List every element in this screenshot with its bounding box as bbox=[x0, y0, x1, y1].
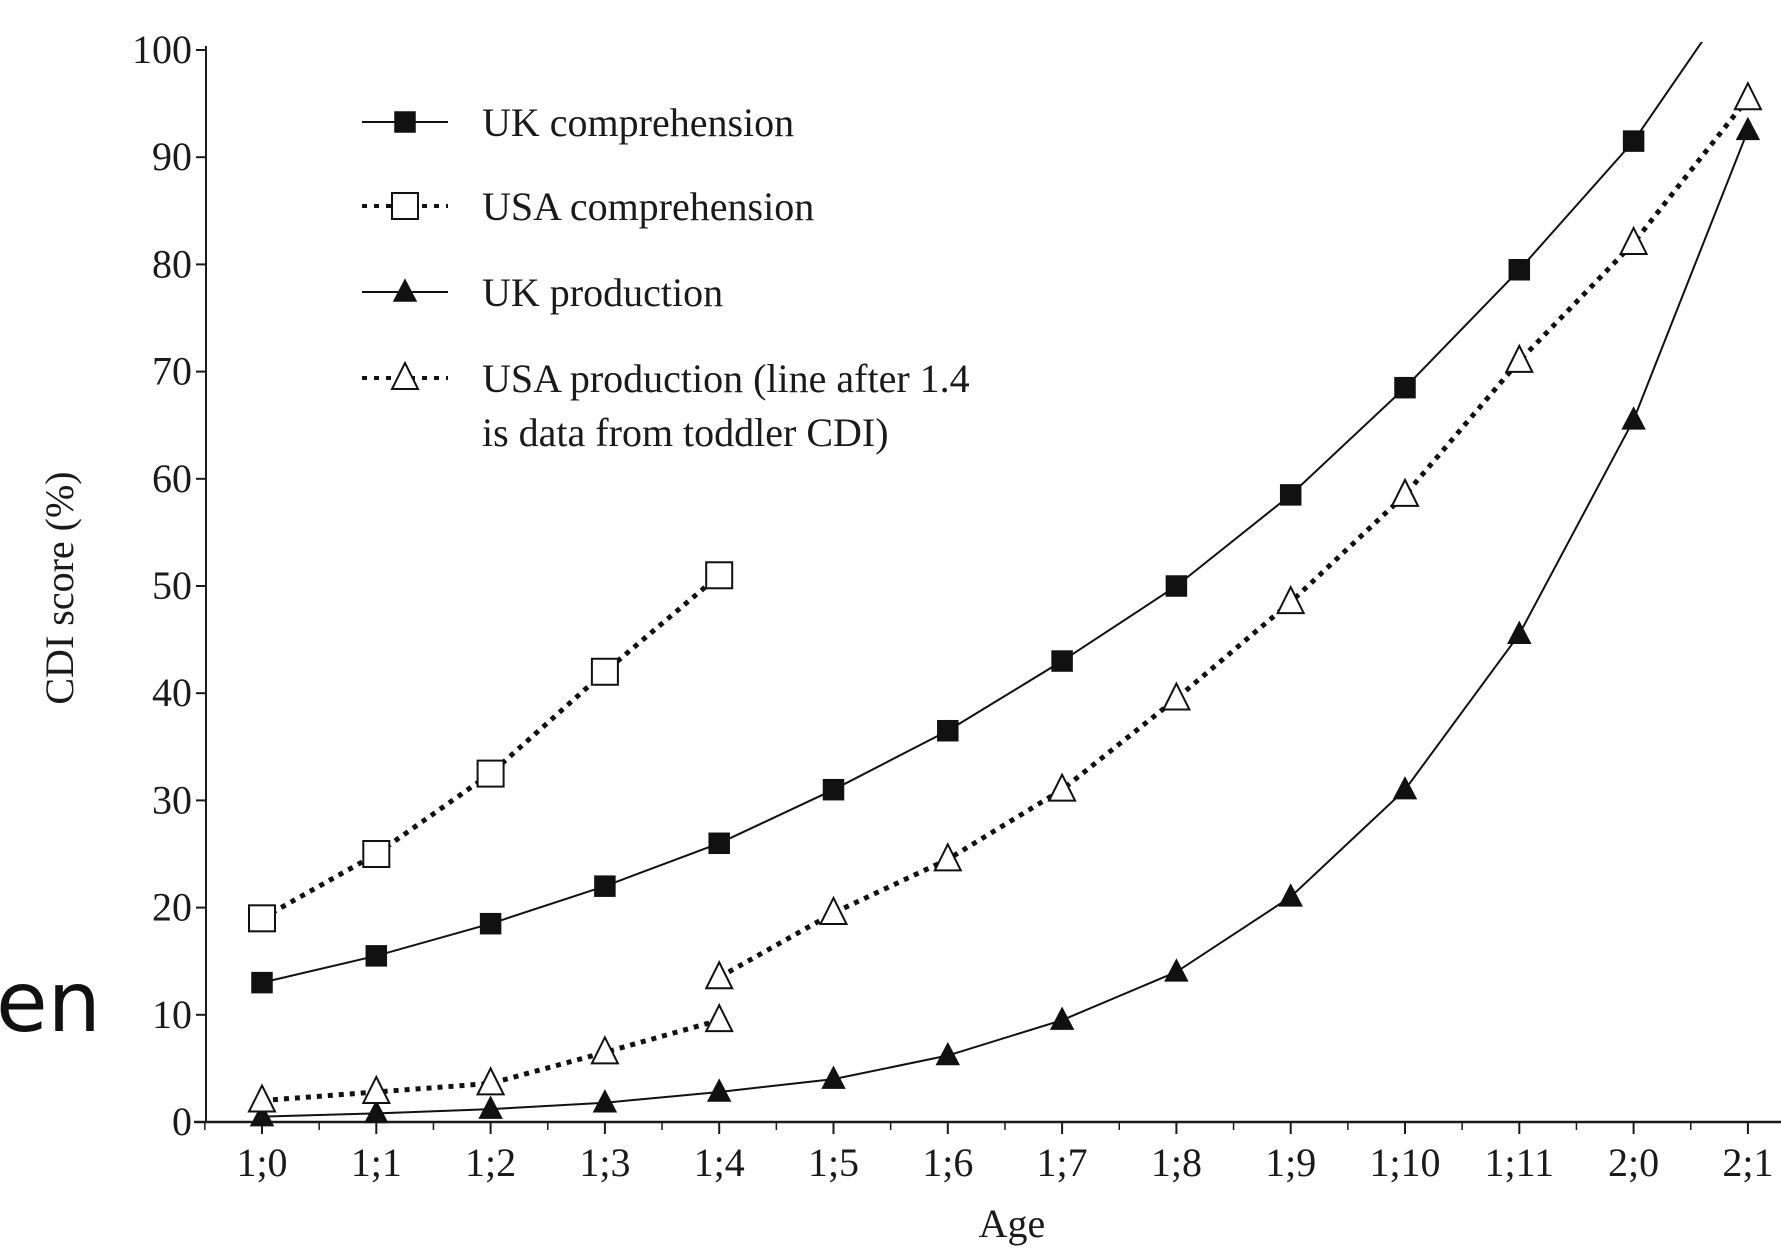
marker-filled-triangle bbox=[706, 1078, 732, 1102]
y-tick-label: 60 bbox=[152, 456, 192, 501]
marker-filled-square bbox=[1279, 484, 1302, 506]
marker-open-triangle bbox=[247, 1083, 277, 1113]
marker-open-square bbox=[362, 840, 391, 868]
x-tick-label: 1;11 bbox=[1484, 1140, 1554, 1185]
y-tick-label: 50 bbox=[152, 563, 192, 608]
marker-filled-square bbox=[1508, 259, 1531, 281]
marker-filled-triangle bbox=[478, 1095, 503, 1119]
legend: UK comprehension USA comprehension UK prod… bbox=[362, 100, 970, 455]
marker-filled-square bbox=[1622, 130, 1645, 152]
y-tick-label: 10 bbox=[152, 992, 192, 1037]
y-tick-label: 30 bbox=[152, 777, 192, 822]
slide-text-fragment: en bbox=[0, 953, 101, 1051]
y-tick-label: 20 bbox=[152, 885, 192, 930]
y-tick-label: 90 bbox=[152, 134, 192, 179]
x-tick-label: 2;1 bbox=[1722, 1140, 1773, 1185]
series-line-4 bbox=[261, 1017, 720, 1104]
marker-open-triangle bbox=[475, 1066, 506, 1096]
series-markers bbox=[247, 81, 1763, 1127]
marker-filled-square bbox=[822, 778, 845, 801]
legend-label-3: UK production bbox=[482, 270, 723, 315]
marker-open-triangle bbox=[1276, 584, 1306, 615]
marker-filled-square bbox=[394, 111, 416, 133]
marker-filled-square bbox=[1394, 376, 1416, 399]
marker-filled-square bbox=[365, 945, 388, 967]
marker-filled-triangle bbox=[1164, 958, 1189, 982]
marker-filled-triangle bbox=[249, 1103, 275, 1127]
marker-filled-square bbox=[594, 875, 616, 897]
legend-label-1: UK comprehension bbox=[482, 100, 794, 145]
marker-filled-square bbox=[708, 832, 730, 855]
marker-filled-triangle bbox=[1278, 883, 1303, 907]
x-tick-label: 1;6 bbox=[922, 1140, 973, 1185]
marker-open-triangle bbox=[704, 1002, 734, 1033]
y-tick-label: 100 bbox=[132, 27, 192, 72]
marker-filled-triangle bbox=[364, 1099, 389, 1124]
legend-label-4: is data from toddler CDI) bbox=[482, 410, 889, 455]
marker-filled-triangle bbox=[1049, 1006, 1075, 1030]
marker-open-square bbox=[248, 904, 276, 933]
marker-filled-square bbox=[1165, 575, 1188, 597]
marker-open-triangle bbox=[590, 1035, 620, 1065]
marker-open-triangle bbox=[933, 842, 963, 872]
y-tick-label: 0 bbox=[172, 1099, 192, 1144]
x-tick-label: 1;10 bbox=[1369, 1140, 1440, 1185]
marker-filled-triangle bbox=[1735, 116, 1761, 141]
marker-filled-triangle bbox=[1621, 406, 1646, 430]
marker-filled-triangle bbox=[592, 1089, 618, 1113]
marker-open-triangle bbox=[1390, 477, 1420, 507]
marker-open-triangle bbox=[704, 960, 734, 990]
marker-filled-triangle bbox=[821, 1065, 846, 1089]
x-tick-label: 1;4 bbox=[694, 1140, 745, 1185]
y-tick-label: 70 bbox=[152, 349, 192, 394]
marker-open-triangle bbox=[1161, 681, 1192, 711]
axes: 0 10 20 30 40 50 60 70 80 90 100 1;0 1;1 1;2 1;3 1;4 1;5… bbox=[132, 27, 1781, 1185]
x-tick-label: 1;8 bbox=[1151, 1140, 1202, 1185]
marker-open-triangle bbox=[818, 895, 849, 925]
marker-filled-triangle bbox=[935, 1041, 961, 1066]
marker-filled-square bbox=[479, 912, 502, 935]
y-tick-label: 80 bbox=[152, 241, 192, 286]
marker-open-square bbox=[590, 657, 619, 686]
marker-open-square bbox=[476, 759, 505, 788]
series-line-2 bbox=[260, 573, 721, 921]
marker-open-square bbox=[391, 192, 419, 220]
legend-label-2: USA comprehension bbox=[482, 184, 814, 229]
x-tick-label: 1;1 bbox=[351, 1140, 402, 1185]
marker-open-triangle bbox=[1618, 225, 1649, 255]
marker-filled-triangle bbox=[1507, 620, 1532, 644]
marker-open-triangle bbox=[1504, 343, 1534, 373]
marker-open-triangle bbox=[1047, 772, 1077, 802]
marker-filled-triangle bbox=[1392, 776, 1418, 800]
x-tick-label: 1;5 bbox=[808, 1140, 859, 1185]
marker-open-triangle bbox=[361, 1074, 391, 1104]
marker-filled-square bbox=[251, 971, 273, 994]
series-line-1 bbox=[261, 42, 1703, 984]
x-tick-label: 1;3 bbox=[579, 1140, 630, 1185]
marker-open-triangle bbox=[390, 360, 420, 390]
x-tick-label: 1;9 bbox=[1265, 1140, 1316, 1185]
marker-filled-square bbox=[1051, 650, 1073, 672]
series-line-3 bbox=[261, 130, 1749, 1118]
marker-filled-square bbox=[937, 719, 959, 742]
y-tick-label: 40 bbox=[152, 670, 192, 715]
marker-filled-triangle bbox=[392, 278, 418, 302]
series-lines bbox=[260, 42, 1750, 1118]
series-line-4 bbox=[717, 96, 1750, 980]
x-axis-label: Age bbox=[979, 1201, 1046, 1246]
x-tick-label: 1;7 bbox=[1037, 1140, 1088, 1185]
legend-label-4: USA production (line after 1.4 bbox=[482, 356, 970, 401]
x-tick-label: 1;2 bbox=[465, 1140, 516, 1185]
marker-open-square bbox=[705, 561, 734, 590]
marker-open-triangle bbox=[1733, 81, 1763, 111]
x-tick-label: 2;0 bbox=[1608, 1140, 1659, 1185]
x-tick-label: 1;0 bbox=[236, 1140, 287, 1185]
y-axis-label: CDI score (%) bbox=[37, 471, 82, 704]
